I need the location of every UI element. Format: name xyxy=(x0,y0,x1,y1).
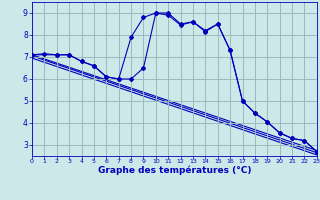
X-axis label: Graphe des températures (°C): Graphe des températures (°C) xyxy=(98,165,251,175)
